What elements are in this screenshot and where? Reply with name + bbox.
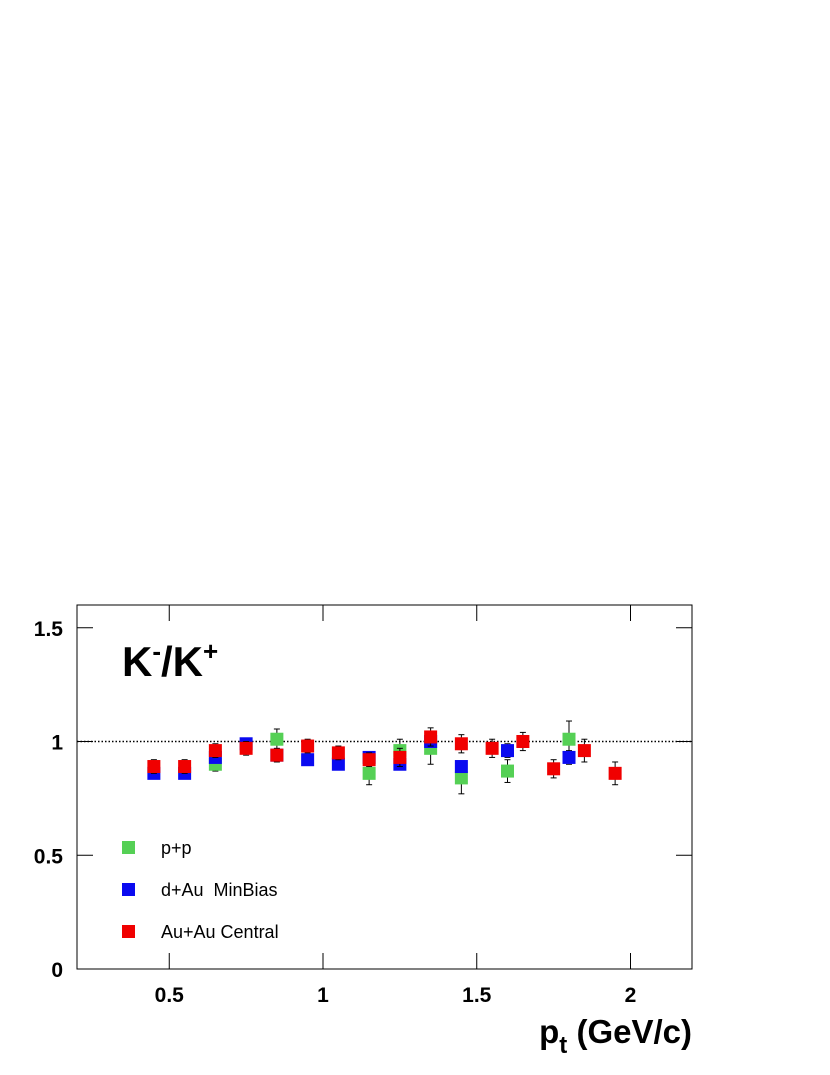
plot-frame [76, 604, 693, 970]
marker [562, 750, 576, 764]
marker [393, 750, 407, 764]
y-tick-label: 0.5 [34, 845, 64, 868]
marker [485, 741, 499, 755]
marker [301, 739, 315, 753]
marker [454, 737, 468, 751]
marker [147, 760, 161, 774]
marker [178, 760, 192, 774]
legend-label: d+Au MinBias [161, 880, 278, 900]
x-tick-label: 0.5 [155, 984, 185, 1007]
x-tick-label: 1 [317, 984, 329, 1007]
marker [501, 764, 514, 778]
legend-label: p+p [161, 838, 192, 858]
marker [547, 762, 561, 776]
marker [270, 748, 284, 762]
marker [270, 732, 284, 746]
marker [424, 730, 438, 744]
y-tick-label: 1.5 [34, 618, 64, 641]
marker [454, 771, 468, 785]
marker [516, 735, 530, 748]
marker [454, 760, 468, 774]
y-tick-label: 0 [51, 959, 63, 982]
x-tick-label: 1.5 [462, 984, 492, 1007]
marker [501, 744, 514, 758]
marker [608, 766, 622, 780]
marker [562, 732, 576, 746]
marker [331, 757, 345, 771]
marker [577, 744, 591, 758]
legend-label: Au+Au Central [161, 922, 279, 942]
legend-marker [122, 841, 135, 854]
legend-marker [122, 883, 135, 896]
marker [362, 753, 376, 767]
marker [331, 746, 345, 760]
marker [301, 753, 315, 767]
marker [362, 766, 376, 780]
x-tick-label: 2 [625, 984, 637, 1007]
annotation: K-/K+ [122, 636, 218, 685]
marker [208, 744, 222, 758]
marker [239, 741, 253, 755]
x-axis-title: pt (GeV/c) [539, 1013, 692, 1059]
legend-marker [122, 925, 135, 938]
y-tick-label: 1 [51, 732, 63, 755]
